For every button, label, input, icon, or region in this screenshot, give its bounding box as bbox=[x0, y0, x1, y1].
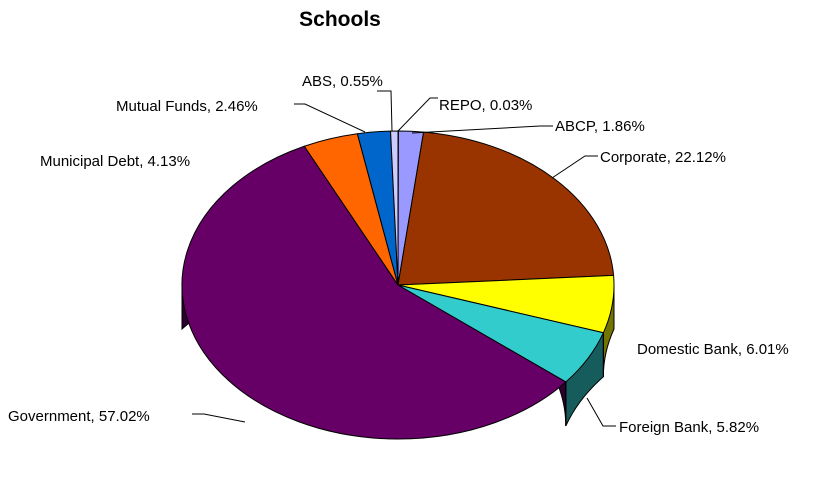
slice-label-government: Government, 57.02% bbox=[8, 408, 150, 425]
pie-slice-corporate bbox=[397, 131, 615, 286]
slice-label-abs: ABS, 0.55% bbox=[302, 73, 383, 90]
leader-line-abs bbox=[377, 90, 393, 132]
slice-label-corporate: Corporate, 22.12% bbox=[600, 149, 726, 166]
slice-label-abcp: ABCP, 1.86% bbox=[555, 118, 645, 135]
pie-slice-abs bbox=[390, 130, 399, 286]
leader-line-repo bbox=[397, 97, 438, 132]
leader-line-abcp bbox=[411, 125, 553, 134]
slice-label-domestic-bank: Domestic Bank, 6.01% bbox=[637, 341, 789, 358]
chart-title: Schools bbox=[299, 8, 381, 31]
leader-line-government bbox=[192, 413, 246, 423]
leader-line-mutual-funds bbox=[294, 103, 366, 133]
pie-slice-government bbox=[181, 145, 567, 440]
slice-label-mutual-funds: Mutual Funds, 2.46% bbox=[116, 98, 258, 115]
slice-label-municipal-debt: Municipal Debt, 4.13% bbox=[40, 153, 190, 170]
slice-label-foreign-bank: Foreign Bank, 5.82% bbox=[619, 419, 759, 436]
slice-label-repo: REPO, 0.03% bbox=[439, 97, 532, 114]
leader-line-corporate bbox=[551, 155, 598, 179]
leader-line-foreign-bank bbox=[586, 397, 616, 427]
